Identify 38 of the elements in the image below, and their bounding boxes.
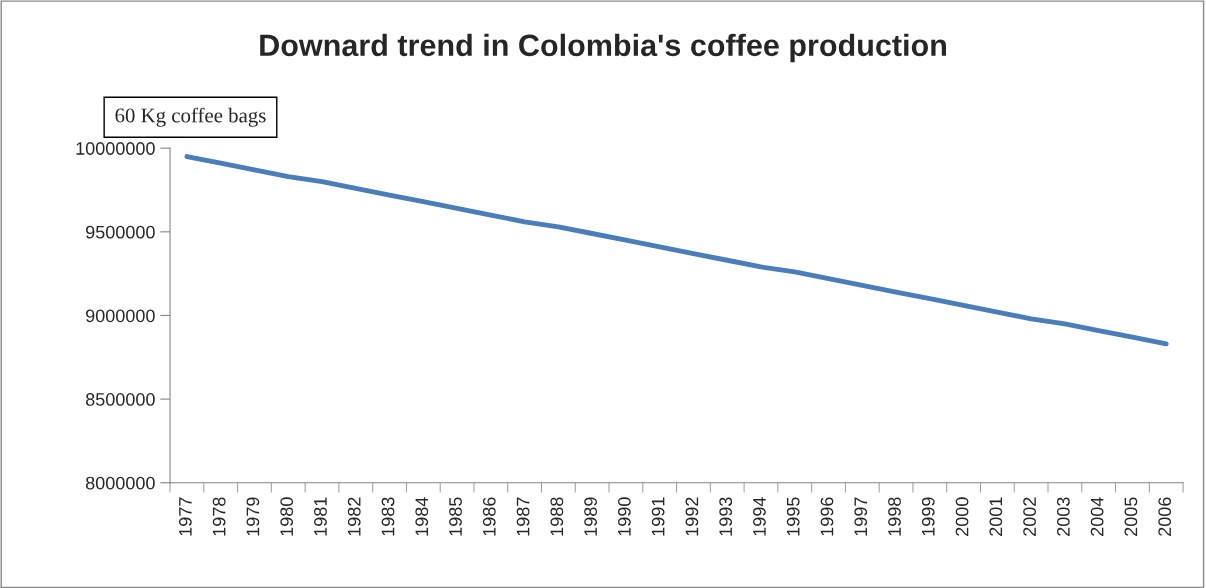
x-tick-label: 1979: [246, 497, 260, 536]
x-tick-label: 1997: [854, 497, 868, 536]
x-tick-label: 1989: [584, 497, 597, 536]
chart-title: Downard trend in Colombia's coffee production: [260, 33, 946, 63]
x-tick-label: 1978: [212, 497, 226, 536]
x-tick-label: 1990: [617, 497, 631, 536]
x-tick-label: 1987: [516, 497, 530, 536]
x-tick-label: 1984: [415, 497, 429, 536]
x-tick-label: 1998: [888, 497, 901, 536]
y-tick-label: 9000000: [86, 309, 155, 323]
x-tick-label: 1977: [178, 497, 192, 536]
x-tick-label: 1994: [753, 497, 766, 536]
x-tick-label: 1999: [921, 497, 935, 536]
x-tick-label: 1982: [347, 497, 361, 536]
x-tick-label: 1986: [482, 497, 496, 536]
x-tick-label: 1992: [685, 497, 699, 536]
y-tick-label: 10000000: [76, 142, 155, 155]
x-tick-label: 2002: [1023, 497, 1036, 536]
x-tick-label: 2001: [989, 497, 1003, 536]
x-tick-label: 1980: [280, 497, 294, 536]
x-tick-label: 2004: [1090, 497, 1104, 536]
x-tick-label: 2006: [1158, 497, 1172, 536]
y-tick-label: 8000000: [85, 476, 155, 490]
x-tick-label: 1983: [381, 497, 395, 536]
text: 60 Kg coffee bags: [115, 107, 266, 127]
x-tick-label: 1996: [820, 497, 834, 536]
x-tick-label: 1993: [719, 497, 733, 536]
x-tick-label: 2000: [955, 497, 969, 536]
x-tick-label: 2005: [1124, 497, 1138, 536]
line-series: [184, 154, 1169, 347]
x-tick-label: 1985: [449, 497, 462, 536]
x-tick-label: 1988: [550, 497, 564, 536]
y-tick-label: 9500000: [86, 225, 155, 239]
x-tick-label: 1991: [651, 497, 665, 536]
x-tick-label: 1981: [314, 497, 327, 536]
x-tick-label: 1995: [786, 497, 800, 536]
x-tick-label: 2003: [1056, 497, 1070, 536]
y-tick-label: 8500000: [85, 393, 155, 406]
